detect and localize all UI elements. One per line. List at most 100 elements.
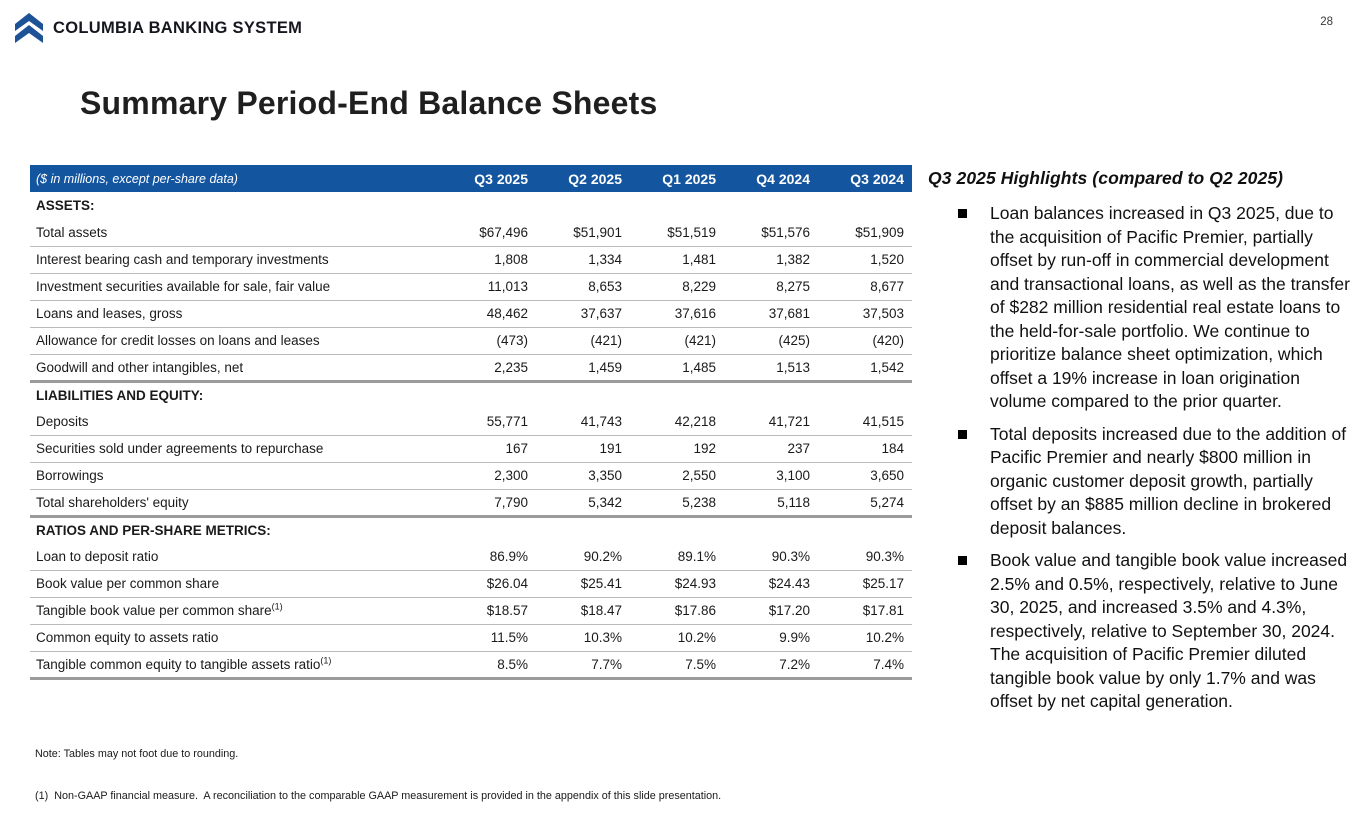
row-value: 42,218 xyxy=(674,413,716,429)
table-row: Securities sold under agreements to repu… xyxy=(30,435,912,462)
row-value: 90.3% xyxy=(865,548,904,564)
row-value: 184 xyxy=(881,441,904,456)
row-value xyxy=(442,381,536,408)
highlights-title: Q3 2025 Highlights (compared to Q2 2025) xyxy=(928,168,1284,188)
row-value: 7.2% xyxy=(779,656,810,672)
row-value xyxy=(630,516,724,543)
row-value: 41,743 xyxy=(580,413,622,429)
highlights-list: Loan balances increased in Q3 2025, due … xyxy=(928,202,1358,714)
row-value: 90.3% xyxy=(771,548,810,564)
row-value: 1,382 xyxy=(776,252,810,267)
row-value: 5,274 xyxy=(870,494,904,510)
row-value xyxy=(442,192,536,219)
row-value: $26.04 xyxy=(486,576,528,591)
section-header-row: ASSETS: xyxy=(30,192,912,219)
table-row: Investment securities available for sale… xyxy=(30,273,912,300)
row-value: 3,350 xyxy=(588,468,622,483)
row-label: Interest bearing cash and temporary inve… xyxy=(36,252,329,267)
row-value: 8.5% xyxy=(497,656,528,672)
page-title: Summary Period-End Balance Sheets xyxy=(80,85,658,121)
row-value: 1,334 xyxy=(588,252,622,267)
row-value: 3,650 xyxy=(870,468,904,483)
table-row: Tangible book value per common share(1) $… xyxy=(30,597,912,624)
row-value: 237 xyxy=(787,441,810,456)
row-value: 48,462 xyxy=(486,306,528,321)
row-value: 8,229 xyxy=(682,279,716,294)
row-value: 1,481 xyxy=(682,252,716,267)
highlight-text: Total deposits increased due to the addi… xyxy=(990,423,1347,538)
row-value: 8,275 xyxy=(776,279,810,294)
table-caption: ($ in millions, except per-share data) xyxy=(30,165,442,192)
row-value xyxy=(818,192,912,219)
row-value: 1,542 xyxy=(870,359,904,375)
row-value: 1,808 xyxy=(494,252,528,267)
row-value: $17.20 xyxy=(768,603,810,618)
highlights-panel: Q3 2025 Highlights (compared to Q2 2025)… xyxy=(928,168,1358,723)
row-value: $24.93 xyxy=(674,576,716,591)
row-value: 8,677 xyxy=(870,279,904,294)
column-header: Q3 2024 xyxy=(818,165,912,192)
row-value: 89.1% xyxy=(677,548,716,564)
table-row: Allowance for credit losses on loans and… xyxy=(30,327,912,354)
table-header-row: ($ in millions, except per-share data) Q… xyxy=(30,165,912,192)
table-row: Loan to deposit ratio 86.9% 90.2% 89.1% 90.3… xyxy=(30,543,912,570)
row-label: Investment securities available for sale… xyxy=(36,279,331,294)
row-value: (420) xyxy=(872,333,904,348)
row-value: 7.4% xyxy=(873,656,904,672)
row-value: 37,616 xyxy=(674,306,716,321)
row-value xyxy=(536,516,630,543)
row-value: 3,100 xyxy=(776,468,810,483)
table-row: Total shareholders' equity 7,790 5,342 5,23… xyxy=(30,489,912,516)
row-label: RATIOS AND PER-SHARE METRICS: xyxy=(36,522,271,538)
table-row: Book value per common share $26.04 $25.41 $… xyxy=(30,570,912,597)
row-value: 37,637 xyxy=(580,306,622,321)
row-value: $51,901 xyxy=(573,224,622,240)
row-value: 8,653 xyxy=(588,279,622,294)
column-header: Q2 2025 xyxy=(536,165,630,192)
row-value xyxy=(442,516,536,543)
row-value: 86.9% xyxy=(489,548,528,564)
balance-sheet-table: ($ in millions, except per-share data) Q… xyxy=(30,165,912,680)
row-value: $18.47 xyxy=(580,603,622,618)
row-value: 37,681 xyxy=(768,306,810,321)
table-row: Tangible common equity to tangible asset… xyxy=(30,651,912,678)
row-label: Total assets xyxy=(36,224,108,240)
balance-table-body: ASSETS: Total assets $67,496 $51,901 $51,519… xyxy=(30,192,912,678)
row-value: (421) xyxy=(684,333,716,348)
row-label: Book value per common share xyxy=(36,576,220,591)
row-value: 55,771 xyxy=(486,413,528,429)
row-value: 5,118 xyxy=(777,494,810,510)
row-label: Allowance for credit losses on loans and… xyxy=(36,333,320,348)
row-value: 167 xyxy=(505,441,528,456)
brand-logo: COLUMBIA BANKING SYSTEM xyxy=(14,13,302,44)
table-row: Common equity to assets ratio 11.5% 10.3% 1… xyxy=(30,624,912,651)
brand-name: COLUMBIA BANKING SYSTEM xyxy=(53,19,303,37)
footnote-marker: (1) xyxy=(271,601,283,612)
row-value: 9.9% xyxy=(779,630,810,645)
table-row: Interest bearing cash and temporary inve… xyxy=(30,246,912,273)
row-value: 1,513 xyxy=(776,359,810,375)
table-row: Loans and leases, gross 48,462 37,637 37,61… xyxy=(30,300,912,327)
bullet-square-icon xyxy=(958,209,967,218)
row-value: 7.7% xyxy=(591,656,622,672)
row-value: 7.5% xyxy=(685,656,716,672)
row-value: 11.5% xyxy=(490,630,528,645)
column-header: Q4 2024 xyxy=(724,165,818,192)
row-value: 10.2% xyxy=(677,630,716,645)
page-number: 28 xyxy=(1320,16,1333,28)
row-value xyxy=(818,381,912,408)
row-label: Tangible common equity to tangible asset… xyxy=(36,655,332,672)
footnote-note: Note: Tables may not foot due to roundin… xyxy=(35,748,239,761)
row-value xyxy=(724,516,818,543)
section-header-row: LIABILITIES AND EQUITY: xyxy=(30,381,912,408)
row-value: 5,342 xyxy=(588,494,622,510)
table-row: Borrowings 2,300 3,350 2,550 3,100 3,650 xyxy=(30,462,912,489)
row-label: ASSETS: xyxy=(36,198,95,213)
row-value xyxy=(536,381,630,408)
row-value xyxy=(724,381,818,408)
row-value: 2,550 xyxy=(682,468,716,483)
row-value xyxy=(724,192,818,219)
row-value: 1,485 xyxy=(682,359,716,375)
column-header: Q3 2025 xyxy=(442,165,536,192)
row-value: $51,576 xyxy=(761,224,810,240)
